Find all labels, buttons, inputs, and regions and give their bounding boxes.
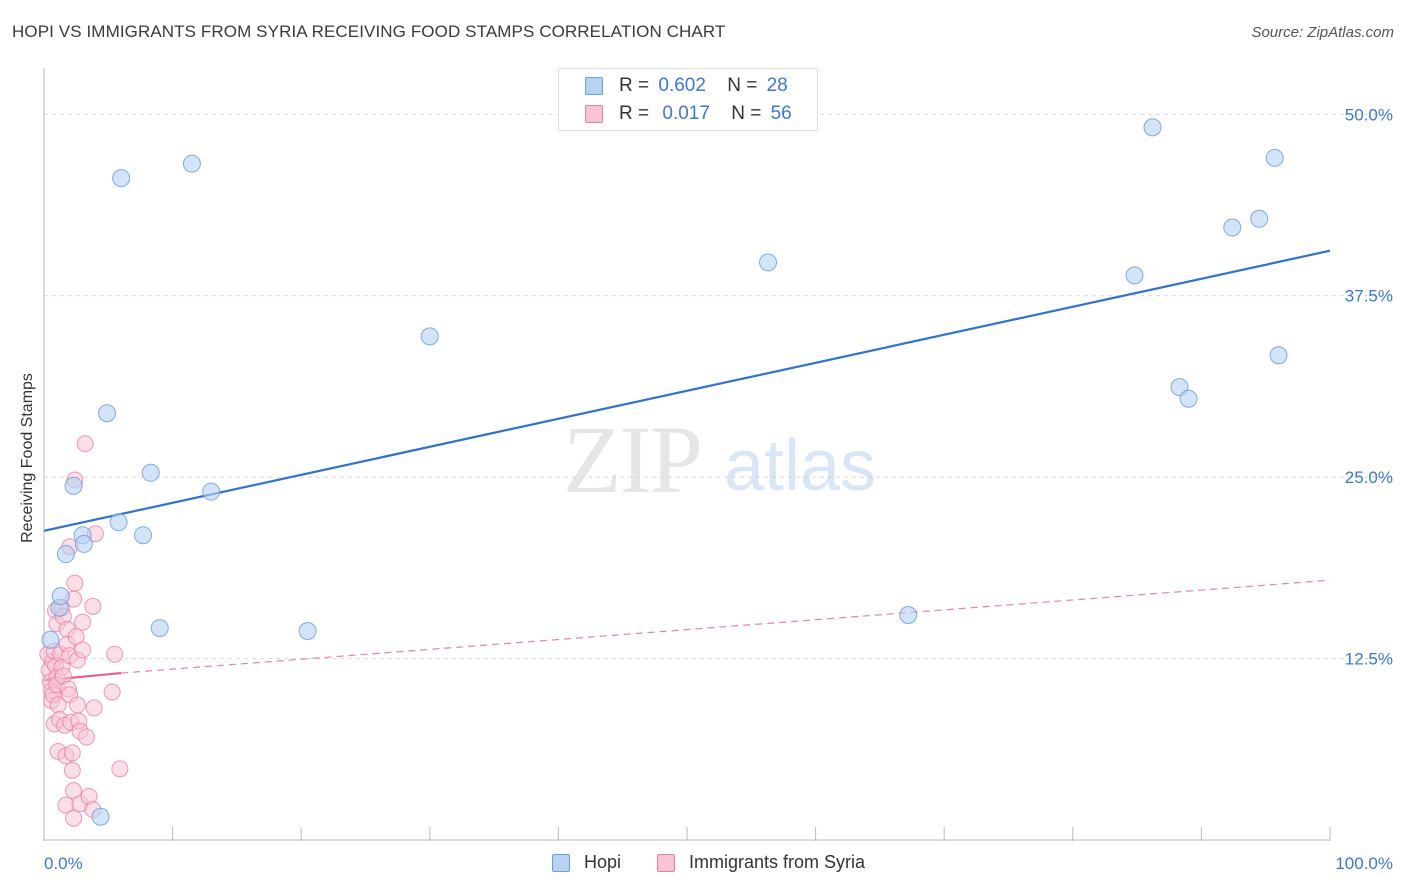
hopi-point — [134, 526, 153, 545]
hopi-point — [1143, 118, 1162, 137]
tick-labels: 12.5% 25.0% 37.5% 50.0% 0.0% 100.0% — [44, 105, 1393, 873]
legend-item-syria: Immigrants from Syria — [657, 852, 865, 873]
legend-label-syria: Immigrants from Syria — [689, 852, 866, 872]
n-label: N = — [731, 103, 762, 124]
hopi-point — [141, 463, 160, 482]
hopi-point — [420, 327, 439, 346]
r-label: R = — [619, 75, 650, 96]
syria-point — [103, 683, 121, 701]
hopi-point — [112, 169, 131, 188]
axes — [43, 68, 1331, 841]
hopi-point — [109, 513, 128, 532]
y-tick-label: 25.0% — [1345, 468, 1393, 487]
legend-label-hopi: Hopi — [584, 852, 622, 872]
y-tick-label: 37.5% — [1345, 287, 1393, 306]
hopi-point — [298, 621, 317, 640]
y-tick-label: 50.0% — [1345, 105, 1393, 124]
hopi-point — [98, 404, 117, 423]
n-label: N = — [727, 75, 758, 96]
legend-stats: R = 0.602 N = 28 R = 0.017 N = 56 — [558, 68, 818, 131]
syria-point — [74, 613, 92, 631]
hopi-point — [64, 476, 83, 495]
hopi-swatch — [585, 77, 603, 95]
grid-lines — [44, 113, 1392, 660]
n-value: 56 — [770, 103, 792, 124]
syria-point — [77, 728, 95, 746]
hopi-point — [1269, 346, 1288, 365]
hopi-point — [150, 619, 169, 638]
hopi-point — [1125, 266, 1144, 285]
syria-point — [68, 696, 86, 714]
y-axis-label: Receiving Food Stamps — [19, 373, 36, 543]
hopi-point — [1250, 209, 1269, 228]
syria-point — [76, 435, 94, 453]
syria-swatch — [585, 105, 603, 123]
syria-point — [111, 760, 129, 778]
watermark-atlas: atlas — [724, 426, 876, 506]
hopi-point — [51, 587, 70, 606]
hopi-point — [1223, 218, 1242, 237]
watermark-zip: ZIP — [563, 406, 701, 513]
hopi-trend-line — [43, 249, 1331, 532]
r-label: R = — [619, 103, 650, 124]
syria-point — [74, 641, 92, 659]
hopi-point — [91, 807, 110, 826]
syria-trend-line-dashed — [121, 579, 1331, 674]
hopi-legend-swatch — [552, 853, 570, 872]
hopi-point — [41, 630, 60, 649]
chart-title: HOPI VS IMMIGRANTS FROM SYRIA RECEIVING … — [12, 22, 726, 41]
syria-point — [106, 645, 124, 663]
n-value: 28 — [766, 75, 788, 96]
watermark: ZIP atlas — [563, 406, 876, 513]
x-tick-label: 0.0% — [44, 854, 83, 873]
points-hopi — [41, 118, 1288, 826]
syria-point — [63, 761, 81, 779]
syria-point — [85, 699, 103, 717]
source-label: Source: ZipAtlas.com — [1251, 24, 1394, 41]
hopi-point — [1265, 148, 1284, 167]
r-value: 0.602 — [658, 75, 706, 96]
syria-point — [84, 597, 102, 615]
y-tick-label: 12.5% — [1345, 650, 1393, 669]
hopi-point — [182, 154, 201, 173]
points-immigrants-from-syria — [39, 435, 129, 827]
syria-point — [63, 744, 81, 762]
r-value: 0.017 — [662, 103, 710, 124]
legend-item-hopi: Hopi — [552, 852, 621, 873]
hopi-point — [74, 534, 93, 553]
x-tick-label: 100.0% — [1335, 854, 1393, 873]
hopi-point — [899, 606, 918, 625]
syria-legend-swatch — [657, 853, 675, 872]
hopi-point — [1179, 389, 1198, 408]
hopi-point — [56, 545, 75, 564]
hopi-point — [202, 482, 221, 501]
hopi-point — [759, 253, 778, 272]
syria-point — [66, 574, 84, 592]
syria-point — [65, 809, 83, 827]
